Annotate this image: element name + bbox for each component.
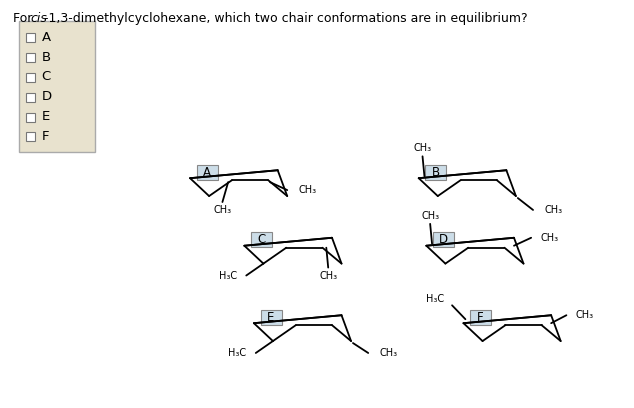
FancyBboxPatch shape [26,53,35,62]
FancyBboxPatch shape [26,33,35,42]
Text: A: A [41,31,51,44]
Text: E: E [41,110,49,123]
Text: CH₃: CH₃ [413,143,432,153]
FancyBboxPatch shape [470,310,491,325]
Text: H₃C: H₃C [219,271,236,281]
FancyBboxPatch shape [18,21,94,152]
Text: CH₃: CH₃ [545,205,562,215]
Text: C: C [257,233,266,246]
FancyBboxPatch shape [251,232,272,247]
Text: F: F [41,130,49,143]
Text: CH₃: CH₃ [421,211,439,221]
FancyBboxPatch shape [197,165,217,180]
FancyBboxPatch shape [26,73,35,82]
Text: H₃C: H₃C [426,294,444,304]
Text: A: A [203,166,211,179]
FancyBboxPatch shape [26,113,35,122]
Text: CH₃: CH₃ [380,348,398,358]
Text: CH₃: CH₃ [576,310,594,320]
Text: E: E [268,311,275,324]
Text: CH₃: CH₃ [541,233,559,243]
Text: cis: cis [30,12,47,25]
Text: F: F [477,311,484,324]
Text: CH₃: CH₃ [299,185,317,195]
Text: D: D [41,90,51,103]
FancyBboxPatch shape [433,232,454,247]
FancyBboxPatch shape [425,165,446,180]
Text: B: B [432,166,440,179]
Text: -1,3-dimethylcyclohexane, which two chair conformations are in equilibrium?: -1,3-dimethylcyclohexane, which two chai… [44,12,528,25]
Text: B: B [41,51,51,64]
Text: H₃C: H₃C [228,348,246,358]
Text: CH₃: CH₃ [319,271,337,281]
Text: CH₃: CH₃ [214,205,231,215]
FancyBboxPatch shape [261,310,281,325]
FancyBboxPatch shape [26,133,35,142]
Text: For: For [13,12,36,25]
FancyBboxPatch shape [26,93,35,102]
Text: D: D [439,233,448,246]
Text: C: C [41,70,51,83]
